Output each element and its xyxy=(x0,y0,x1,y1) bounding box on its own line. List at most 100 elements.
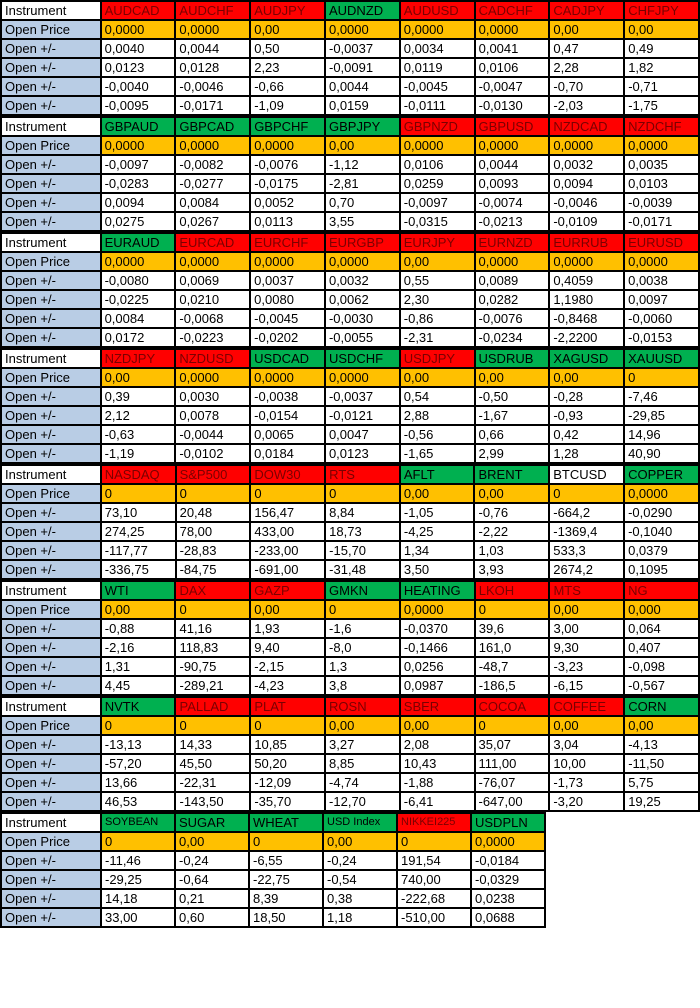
instrument-header-NASDAQ[interactable]: NASDAQ xyxy=(99,464,177,485)
open-change-row-label[interactable]: Open +/- xyxy=(0,772,102,793)
open-change-cell-SUGAR-1[interactable]: -0,24 xyxy=(174,850,250,871)
open-price-cell-EURUSD[interactable]: 0,0000 xyxy=(623,251,700,272)
open-change-row-label[interactable]: Open +/- xyxy=(0,850,102,871)
open-change-cell-BRENT-1[interactable]: -0,76 xyxy=(473,502,551,523)
instrument-header-GMKN[interactable]: GMKN xyxy=(324,580,401,601)
open-change-row-label[interactable]: Open +/- xyxy=(0,76,102,97)
open-change-cell-EURGBP-4[interactable]: -0,0055 xyxy=(323,327,401,348)
open-change-cell-GBPCAD-2[interactable]: -0,0277 xyxy=(174,173,252,194)
open-change-cell-SOYBEAN-2[interactable]: -29,25 xyxy=(100,869,176,890)
open-change-cell-COPPER-4[interactable]: 0,1095 xyxy=(623,559,700,580)
instrument-header-DAX[interactable]: DAX xyxy=(174,580,252,601)
open-change-cell-COPPER-3[interactable]: 0,0379 xyxy=(623,540,700,561)
open-change-cell-XAGUSD-1[interactable]: -0,28 xyxy=(548,386,626,407)
open-change-cell-NVTK-3[interactable]: 13,66 xyxy=(99,772,177,793)
open-price-cell-BRENT[interactable]: 0,00 xyxy=(473,483,551,504)
open-change-cell-MTS-1[interactable]: 3,00 xyxy=(548,618,626,639)
open-change-cell-EURGBP-3[interactable]: -0,0030 xyxy=(323,308,401,329)
open-change-cell-AUDCHF-2[interactable]: 0,0128 xyxy=(174,57,252,78)
open-change-cell-PLAT-1[interactable]: 10,85 xyxy=(249,734,327,755)
open-change-cell-CADJPY-1[interactable]: 0,47 xyxy=(548,38,626,59)
instrument-header-EURGBP[interactable]: EURGBP xyxy=(323,232,401,253)
open-change-cell-S-P500-3[interactable]: -28,83 xyxy=(174,540,252,561)
open-price-cell-WHEAT[interactable]: 0 xyxy=(248,831,324,852)
open-change-cell-NZDCHF-3[interactable]: -0,0039 xyxy=(623,192,700,213)
open-price-cell-CADJPY[interactable]: 0,00 xyxy=(548,19,626,40)
open-price-row-label[interactable]: Open Price xyxy=(0,367,102,388)
open-price-cell-USDJPY[interactable]: 0,00 xyxy=(398,367,476,388)
instrument-header-USDRUB[interactable]: USDRUB xyxy=(473,348,551,369)
instrument-header-GBPAUD[interactable]: GBPAUD xyxy=(99,116,177,137)
open-change-cell-RTS-2[interactable]: 18,73 xyxy=(324,521,401,542)
open-price-cell-BTCUSD[interactable]: 0 xyxy=(548,483,626,504)
open-change-cell-EURJPY-1[interactable]: 0,55 xyxy=(398,270,476,291)
open-change-cell-LKOH-2[interactable]: 161,0 xyxy=(473,637,551,658)
instrument-header-PALLAD[interactable]: PALLAD xyxy=(174,696,252,717)
open-change-cell-CORN-1[interactable]: -4,13 xyxy=(623,734,700,755)
open-change-cell-CADCHF-3[interactable]: -0,0047 xyxy=(473,76,551,97)
open-change-cell-EURCAD-1[interactable]: 0,0069 xyxy=(174,270,252,291)
open-price-row-label[interactable]: Open Price xyxy=(0,599,102,620)
open-change-cell-EURJPY-3[interactable]: -0,86 xyxy=(398,308,476,329)
instrument-header-XAUUSD[interactable]: XAUUSD xyxy=(623,348,700,369)
open-change-cell-SUGAR-3[interactable]: 0,21 xyxy=(174,888,250,909)
open-change-cell-CORN-2[interactable]: -11,50 xyxy=(623,753,700,774)
open-price-cell-PALLAD[interactable]: 0 xyxy=(174,715,252,736)
open-change-cell-DOW30-3[interactable]: -233,00 xyxy=(249,540,327,561)
open-change-cell-NZDCHF-2[interactable]: 0,0103 xyxy=(623,173,700,194)
open-change-cell-NIKKEI225-2[interactable]: 740,00 xyxy=(396,869,472,890)
open-change-cell-GAZP-1[interactable]: 1,93 xyxy=(249,618,327,639)
open-change-cell-EURNZD-2[interactable]: 0,0282 xyxy=(473,289,551,310)
open-price-cell-AUDJPY[interactable]: 0,00 xyxy=(249,19,326,40)
open-change-row-label[interactable]: Open +/- xyxy=(0,327,102,348)
open-change-cell-GBPCAD-3[interactable]: 0,0084 xyxy=(174,192,252,213)
open-price-cell-EURAUD[interactable]: 0,0000 xyxy=(99,251,177,272)
open-price-row-label[interactable]: Open Price xyxy=(0,715,102,736)
instrument-header-NIKKEI225[interactable]: NIKKEI225 xyxy=(396,812,472,833)
open-change-row-label[interactable]: Open +/- xyxy=(0,270,102,291)
open-price-cell-SOYBEAN[interactable]: 0 xyxy=(100,831,176,852)
open-change-cell-CHFJPY-3[interactable]: -0,71 xyxy=(623,76,700,97)
open-change-cell-AUDNZD-3[interactable]: 0,0044 xyxy=(323,76,401,97)
open-change-cell-HEATING-1[interactable]: -0,0370 xyxy=(398,618,476,639)
open-change-cell-ROSN-2[interactable]: 8,85 xyxy=(324,753,401,774)
open-change-cell-AUDJPY-1[interactable]: 0,50 xyxy=(249,38,326,59)
open-change-cell-NIKKEI225-4[interactable]: -510,00 xyxy=(396,907,472,928)
open-change-cell-WHEAT-3[interactable]: 8,39 xyxy=(248,888,324,909)
open-change-cell-AUDCAD-2[interactable]: 0,0123 xyxy=(99,57,177,78)
open-change-cell-AUDUSD-2[interactable]: 0,0119 xyxy=(398,57,476,78)
open-change-cell-PLAT-4[interactable]: -35,70 xyxy=(249,791,327,812)
instrument-header-DOW30[interactable]: DOW30 xyxy=(249,464,327,485)
open-change-cell-NIKKEI225-3[interactable]: -222,68 xyxy=(396,888,472,909)
open-change-cell-USDJPY-3[interactable]: -0,56 xyxy=(398,424,476,445)
open-change-cell-SUGAR-2[interactable]: -0,64 xyxy=(174,869,250,890)
instrument-header-NZDJPY[interactable]: NZDJPY xyxy=(99,348,177,369)
open-change-row-label[interactable]: Open +/- xyxy=(0,95,102,116)
open-change-cell-USDCAD-3[interactable]: 0,0065 xyxy=(249,424,326,445)
instrument-header-USDJPY[interactable]: USDJPY xyxy=(398,348,476,369)
open-change-cell-USDRUB-3[interactable]: 0,66 xyxy=(473,424,551,445)
open-price-cell-EURGBP[interactable]: 0,0000 xyxy=(323,251,401,272)
open-change-cell-GAZP-4[interactable]: -4,23 xyxy=(249,675,327,696)
open-price-cell-GBPUSD[interactable]: 0,0000 xyxy=(473,135,551,156)
instrument-header-AUDUSD[interactable]: AUDUSD xyxy=(398,0,476,21)
open-price-cell-USD-Index[interactable]: 0,00 xyxy=(322,831,398,852)
open-change-cell-USD-Index-3[interactable]: 0,38 xyxy=(322,888,398,909)
open-change-cell-NZDUSD-3[interactable]: -0,0044 xyxy=(174,424,252,445)
instrument-header-AUDCAD[interactable]: AUDCAD xyxy=(99,0,177,21)
open-change-row-label[interactable]: Open +/- xyxy=(0,405,102,426)
open-price-cell-PLAT[interactable]: 0 xyxy=(249,715,327,736)
open-change-row-label[interactable]: Open +/- xyxy=(0,386,102,407)
instrument-row-label[interactable]: Instrument xyxy=(0,812,102,833)
open-change-cell-S-P500-1[interactable]: 20,48 xyxy=(174,502,252,523)
open-price-cell-COFFEE[interactable]: 0,00 xyxy=(548,715,626,736)
open-change-row-label[interactable]: Open +/- xyxy=(0,154,102,175)
instrument-header-CHFJPY[interactable]: CHFJPY xyxy=(623,0,700,21)
open-change-cell-DOW30-4[interactable]: -691,00 xyxy=(249,559,327,580)
open-change-cell-XAUUSD-2[interactable]: -29,85 xyxy=(623,405,700,426)
open-price-cell-AUDCAD[interactable]: 0,0000 xyxy=(99,19,177,40)
instrument-header-BTCUSD[interactable]: BTCUSD xyxy=(548,464,626,485)
open-change-cell-COPPER-1[interactable]: -0,0290 xyxy=(623,502,700,523)
open-change-cell-RTS-4[interactable]: -31,48 xyxy=(324,559,401,580)
instrument-header-USDPLN[interactable]: USDPLN xyxy=(470,812,546,833)
